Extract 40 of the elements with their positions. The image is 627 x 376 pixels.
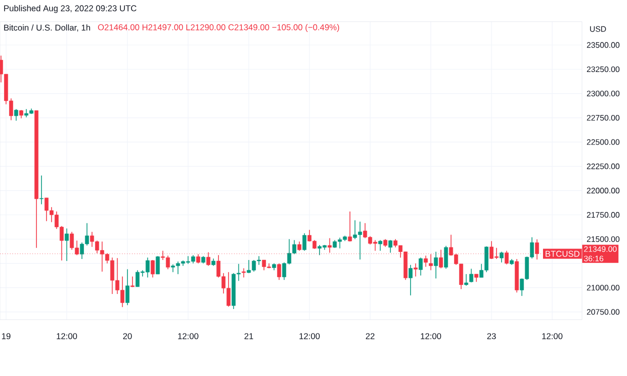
chart-subtitle: Bitcoin / U.S. Dollar, 1h (4, 24, 90, 32)
x-tick-label: 12:00 (300, 333, 320, 340)
candlestick (444, 246, 448, 270)
candlestick (156, 256, 160, 274)
candlestick (64, 228, 69, 262)
candlestick (378, 240, 382, 252)
x-tick-label: 12:00 (56, 333, 78, 340)
candlestick (434, 251, 438, 279)
chart-title: Published Aug 23, 2022 09:23 UTC (4, 5, 136, 13)
candlestick (408, 264, 413, 296)
x-tick-label: 21 (244, 333, 254, 340)
candlestick (196, 254, 200, 264)
x-tick-label: 23 (487, 333, 496, 340)
x-tick-label: 20 (123, 333, 132, 340)
candlestick (125, 268, 130, 306)
candlestick (500, 251, 504, 263)
ref-line-label: BTCUSD (546, 250, 580, 257)
candlestick (424, 255, 428, 268)
candlestick (277, 263, 282, 280)
candlestick (14, 108, 18, 122)
candlestick (40, 175, 44, 205)
candlestick (206, 252, 210, 266)
candlestick (348, 211, 352, 242)
x-tick-label: 12:00 (178, 333, 198, 340)
candlestick (242, 268, 246, 278)
candlestick (414, 263, 418, 277)
candlestick (328, 238, 332, 254)
candlestick (302, 232, 306, 252)
candlestick (469, 268, 474, 283)
x-tick-label: 22 (366, 333, 374, 340)
x-tick-label: 19 (2, 333, 10, 340)
candlestick (418, 257, 423, 276)
x-tick-label: 12:00 (542, 333, 562, 340)
x-tick-label: 12:00 (420, 333, 442, 340)
candlestick (297, 241, 302, 252)
candlestick (428, 254, 433, 271)
candlestick (464, 274, 468, 286)
annotation: O21464.00 H21497.00 L21290.00 C21349.00 −105.00 (−0.49%) (98, 24, 340, 32)
candlestick (150, 260, 155, 278)
candlestick (388, 240, 392, 254)
